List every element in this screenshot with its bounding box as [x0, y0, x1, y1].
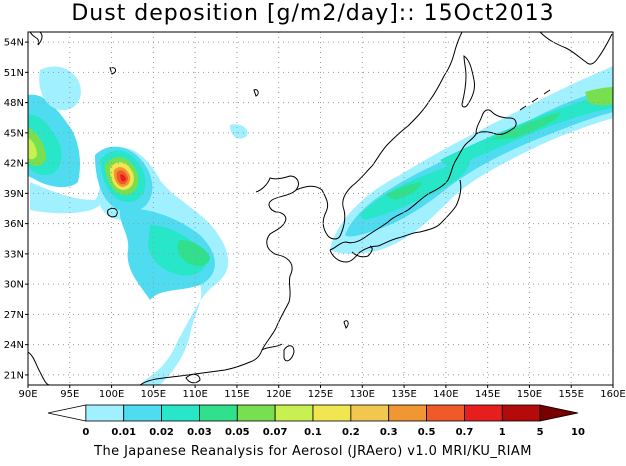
colorbar-label: 0.02 [149, 427, 174, 438]
shaded-field [28, 66, 613, 385]
colorbar-swatch [388, 404, 427, 422]
colorbar-swatch [426, 404, 465, 422]
lon-tick-label: 120E [266, 389, 291, 400]
colorbar-label: 0 [82, 427, 89, 438]
colorbar-swatch [350, 404, 390, 422]
colorbar-label: 0.5 [418, 427, 436, 438]
colorbar-labels: 0 0.01 0.02 0.03 0.05 0.07 0.1 0.2 0.3 0.5 0.7 1 5 10 [82, 427, 585, 438]
lat-tick-label: 24N [4, 340, 24, 351]
colorbar-swatch [161, 404, 200, 422]
lon-tick-label: 95E [60, 389, 79, 400]
colorbar-label: 0.07 [263, 427, 288, 438]
lon-tick-label: 125E [308, 389, 333, 400]
colorbar [47, 404, 579, 422]
lon-tick-label: 115E [224, 389, 249, 400]
lat-tick-label: 27N [4, 310, 24, 321]
colorbar-label: 5 [537, 427, 544, 438]
colorbar-label: 0.03 [187, 427, 212, 438]
lat-tick-labels: 21N 24N 27N 30N 33N 36N 39N 42N 45N 48N 51N 54N [4, 38, 28, 381]
colorbar-label: 0.05 [225, 427, 250, 438]
colorbar-swatch [274, 404, 314, 422]
colorbar-label: 0.1 [304, 427, 322, 438]
lat-tick-label: 39N [4, 189, 24, 200]
coastlines [28, 32, 613, 385]
lon-tick-label: 100E [99, 389, 124, 400]
colorbar-label: 0.7 [456, 427, 474, 438]
lat-tick-label: 21N [4, 370, 24, 381]
lon-tick-label: 130E [350, 389, 375, 400]
lon-tick-label: 150E [517, 389, 542, 400]
lat-tick-label: 54N [4, 38, 24, 49]
credit-line: The Japanese Reanalysis for Aerosol (JRA… [94, 444, 532, 459]
plot-title: Dust deposition [g/m2/day]:: 15Oct2013 [71, 1, 555, 26]
colorbar-label: 10 [571, 427, 585, 438]
lon-tick-label: 160E [600, 389, 625, 400]
lat-tick-label: 48N [4, 98, 24, 109]
colorbar-swatch [236, 404, 276, 422]
lon-tick-label: 105E [141, 389, 166, 400]
colorbar-swatch [539, 404, 579, 422]
lon-tick-labels: 90E 95E 100E 105E 110E 115E 120E 125E 130E 135E 14… [18, 385, 626, 400]
lat-tick-label: 33N [4, 249, 24, 260]
colorbar-swatch [199, 404, 238, 422]
colorbar-label: 1 [499, 427, 506, 438]
lon-tick-label: 90E [18, 389, 37, 400]
lat-tick-label: 45N [4, 128, 24, 139]
lat-tick-label: 30N [4, 280, 24, 291]
colorbar-swatch [312, 404, 352, 422]
colorbar-label: 0.01 [111, 427, 136, 438]
lat-tick-label: 51N [4, 68, 24, 79]
lon-tick-label: 135E [391, 389, 416, 400]
lon-tick-label: 155E [559, 389, 584, 400]
colorbar-label: 0.2 [342, 427, 360, 438]
colorbar-swatch [47, 404, 87, 422]
colorbar-swatch [464, 404, 503, 422]
lon-tick-label: 145E [475, 389, 500, 400]
colorbar-label: 0.3 [380, 427, 398, 438]
colorbar-swatch [123, 404, 162, 422]
lon-tick-label: 140E [433, 389, 458, 400]
lat-tick-label: 36N [4, 219, 24, 230]
lon-tick-label: 110E [182, 389, 207, 400]
lat-tick-label: 42N [4, 159, 24, 170]
colorbar-swatch [85, 404, 125, 422]
colorbar-swatch [501, 404, 541, 422]
